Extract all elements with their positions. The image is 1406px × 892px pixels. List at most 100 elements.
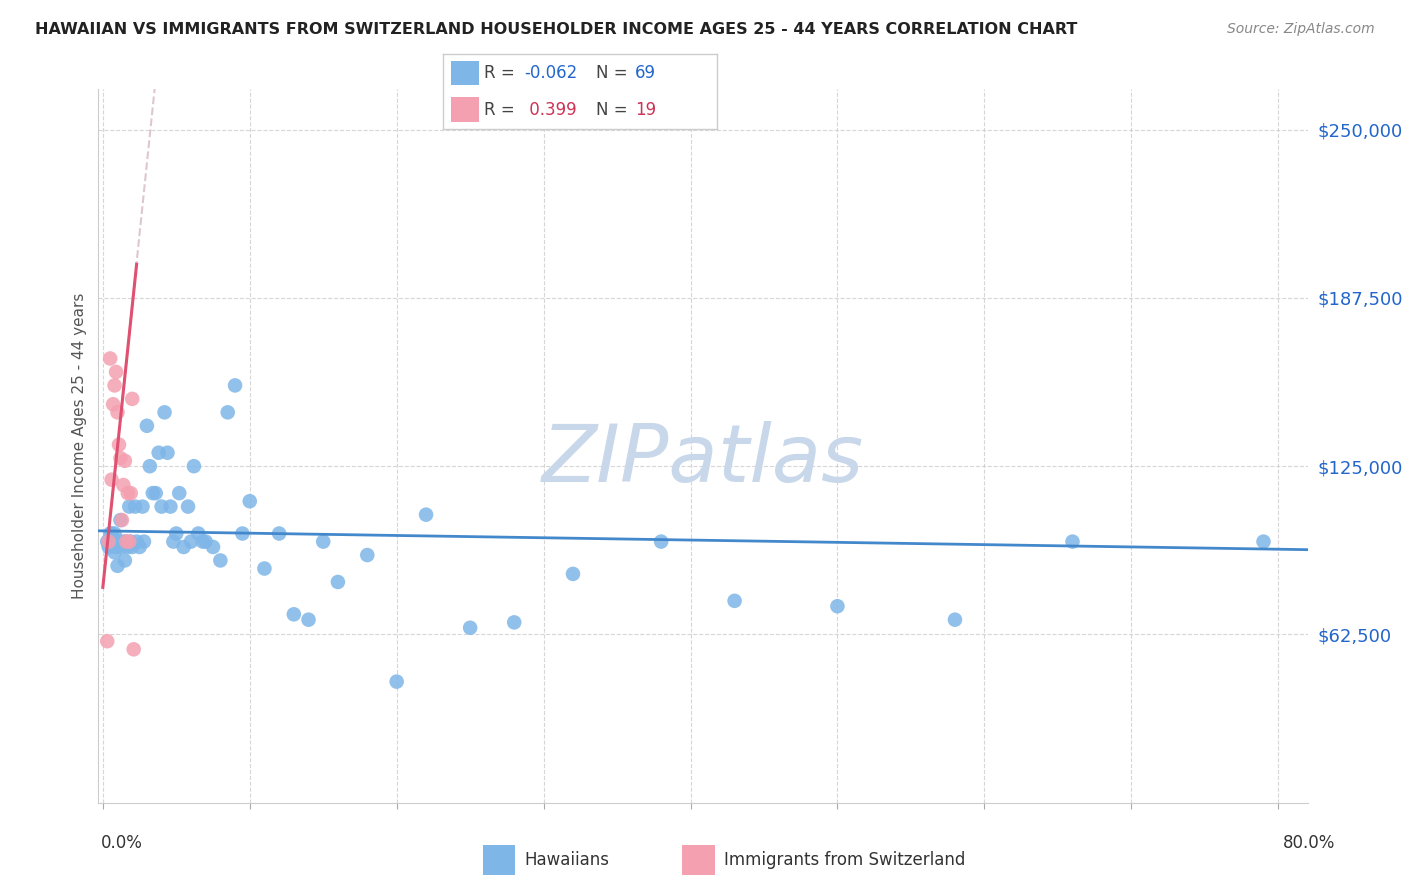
- Point: [96, 534, 118, 549]
- FancyBboxPatch shape: [482, 845, 515, 875]
- Point: [458, 621, 481, 635]
- Text: Immigrants from Switzerland: Immigrants from Switzerland: [724, 851, 966, 869]
- Text: R =: R =: [484, 64, 520, 82]
- Point: [97, 534, 120, 549]
- Point: [117, 540, 139, 554]
- Text: -0.062: -0.062: [524, 64, 576, 82]
- Point: [132, 534, 155, 549]
- Text: 0.0%: 0.0%: [101, 834, 143, 852]
- Point: [312, 534, 335, 549]
- Text: ZIPatlas: ZIPatlas: [541, 421, 865, 500]
- Text: Source: ZipAtlas.com: Source: ZipAtlas.com: [1227, 22, 1375, 37]
- Point: [105, 540, 128, 554]
- Point: [112, 478, 135, 492]
- Point: [121, 540, 143, 554]
- Point: [96, 634, 118, 648]
- Point: [145, 486, 167, 500]
- Point: [98, 534, 121, 549]
- Point: [385, 674, 408, 689]
- Point: [326, 574, 349, 589]
- Point: [117, 486, 139, 500]
- Point: [173, 540, 195, 554]
- Text: 19: 19: [636, 101, 657, 119]
- Text: 69: 69: [636, 64, 655, 82]
- Point: [297, 613, 319, 627]
- Text: 80.0%: 80.0%: [1284, 834, 1336, 852]
- Point: [112, 534, 135, 549]
- Point: [101, 534, 124, 549]
- Point: [217, 405, 239, 419]
- Point: [114, 553, 136, 567]
- Text: N =: N =: [596, 101, 633, 119]
- Point: [111, 513, 134, 527]
- Point: [98, 526, 121, 541]
- Point: [180, 534, 202, 549]
- Y-axis label: Householder Income Ages 25 - 44 years: Householder Income Ages 25 - 44 years: [72, 293, 87, 599]
- Point: [101, 397, 124, 411]
- Point: [103, 378, 125, 392]
- Text: N =: N =: [596, 64, 633, 82]
- Point: [165, 526, 187, 541]
- Text: Hawaiians: Hawaiians: [524, 851, 609, 869]
- Point: [105, 365, 128, 379]
- Point: [827, 599, 849, 614]
- Point: [415, 508, 437, 522]
- Point: [107, 558, 129, 573]
- Point: [194, 534, 217, 549]
- Point: [107, 534, 129, 549]
- Point: [107, 405, 129, 419]
- Point: [103, 545, 125, 559]
- Point: [120, 534, 142, 549]
- Point: [650, 534, 672, 549]
- Point: [224, 378, 246, 392]
- Point: [115, 534, 138, 549]
- Point: [100, 526, 122, 541]
- Point: [128, 540, 150, 554]
- FancyBboxPatch shape: [451, 97, 478, 122]
- Point: [135, 418, 157, 433]
- Point: [110, 451, 132, 466]
- Point: [118, 500, 141, 514]
- Point: [97, 540, 120, 554]
- Point: [356, 548, 378, 562]
- Point: [562, 566, 585, 581]
- Point: [98, 351, 121, 366]
- Point: [108, 534, 131, 549]
- Point: [153, 405, 176, 419]
- Point: [209, 553, 232, 567]
- Point: [103, 526, 125, 541]
- Point: [167, 486, 190, 500]
- Point: [111, 540, 134, 554]
- Point: [159, 500, 181, 514]
- Point: [162, 534, 184, 549]
- Point: [118, 534, 141, 549]
- Point: [108, 437, 131, 451]
- FancyBboxPatch shape: [682, 845, 714, 875]
- Point: [283, 607, 305, 622]
- Point: [115, 534, 138, 549]
- Point: [1062, 534, 1084, 549]
- Text: 0.399: 0.399: [524, 101, 576, 119]
- Point: [124, 500, 146, 514]
- Point: [114, 454, 136, 468]
- Point: [150, 500, 173, 514]
- Point: [269, 526, 291, 541]
- Point: [253, 561, 276, 575]
- Point: [131, 500, 153, 514]
- Point: [177, 500, 200, 514]
- Point: [148, 446, 170, 460]
- Point: [142, 486, 165, 500]
- Point: [122, 642, 145, 657]
- Point: [139, 459, 162, 474]
- Point: [125, 534, 148, 549]
- Point: [120, 486, 142, 500]
- Point: [1253, 534, 1275, 549]
- Point: [943, 613, 966, 627]
- Point: [202, 540, 225, 554]
- Text: R =: R =: [484, 101, 520, 119]
- Point: [239, 494, 262, 508]
- Point: [110, 513, 132, 527]
- Point: [156, 446, 179, 460]
- Text: HAWAIIAN VS IMMIGRANTS FROM SWITZERLAND HOUSEHOLDER INCOME AGES 25 - 44 YEARS CO: HAWAIIAN VS IMMIGRANTS FROM SWITZERLAND …: [35, 22, 1077, 37]
- Point: [100, 473, 122, 487]
